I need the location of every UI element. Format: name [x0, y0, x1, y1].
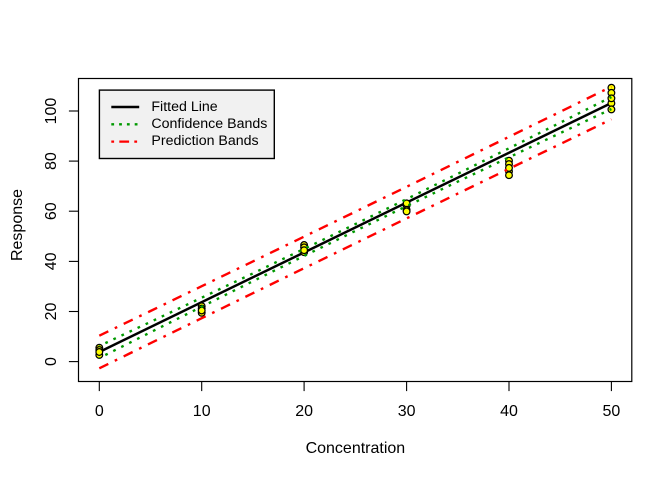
svg-text:20: 20	[295, 403, 313, 420]
svg-text:40: 40	[500, 403, 518, 420]
svg-text:Confidence Bands: Confidence Bands	[151, 116, 267, 132]
svg-text:80: 80	[43, 152, 60, 170]
svg-text:30: 30	[398, 403, 416, 420]
svg-text:10: 10	[193, 403, 211, 420]
svg-text:40: 40	[43, 252, 60, 270]
svg-text:0: 0	[43, 357, 60, 366]
svg-text:Concentration: Concentration	[306, 440, 406, 457]
svg-text:50: 50	[603, 403, 621, 420]
svg-text:Fitted Line: Fitted Line	[151, 99, 217, 115]
svg-text:100: 100	[43, 98, 60, 125]
svg-text:Response: Response	[9, 189, 26, 261]
svg-text:60: 60	[43, 202, 60, 220]
svg-text:Prediction Bands: Prediction Bands	[151, 133, 258, 149]
svg-text:20: 20	[43, 303, 60, 321]
svg-text:0: 0	[95, 403, 104, 420]
